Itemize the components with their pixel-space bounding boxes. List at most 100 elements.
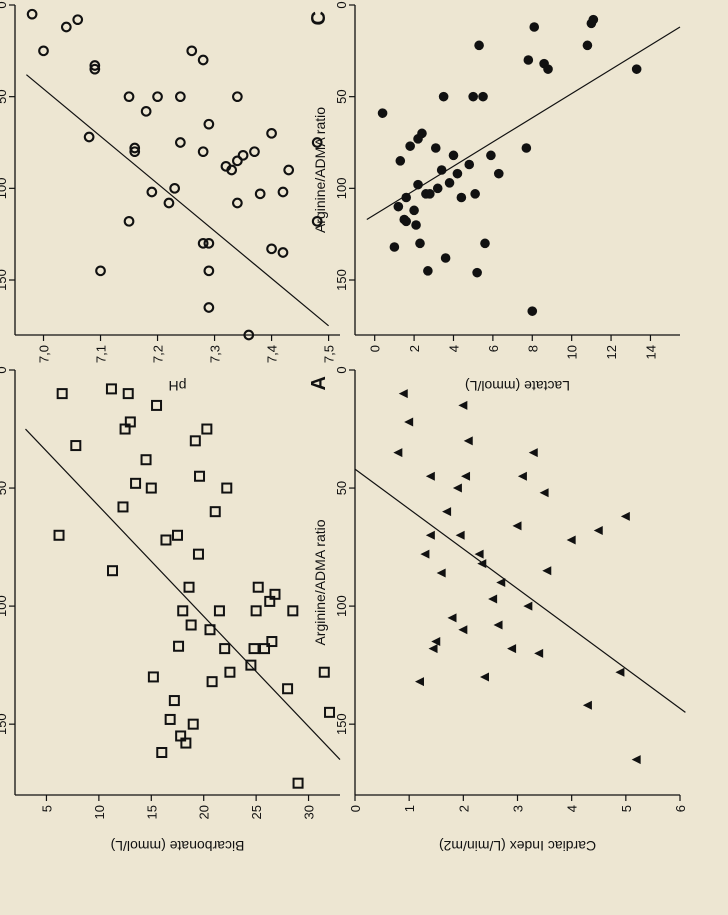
regression-line — [354, 468, 686, 713]
data-point — [169, 182, 180, 194]
data-point — [456, 192, 467, 203]
data-point — [324, 706, 336, 718]
x-tick-label: 15 — [144, 805, 159, 819]
x-axis-label: Bicarbonate (mmol/L) — [111, 838, 245, 854]
x-tick-label: 5 — [39, 805, 54, 812]
data-point — [292, 777, 304, 789]
data-point — [458, 400, 468, 410]
data-point — [180, 737, 192, 749]
data-point — [318, 666, 330, 678]
data-point — [517, 471, 527, 481]
data-point — [461, 471, 471, 481]
data-point — [252, 581, 264, 593]
data-point — [425, 189, 435, 199]
data-point — [203, 265, 215, 277]
data-point — [615, 667, 625, 677]
data-point — [523, 601, 533, 611]
x-tick-label: 7,4 — [265, 345, 280, 363]
data-point — [472, 267, 482, 278]
data-point — [201, 423, 213, 435]
data-point — [428, 644, 438, 654]
data-point — [283, 164, 295, 176]
data-point — [129, 142, 141, 154]
data-point — [311, 137, 323, 148]
data-point — [430, 143, 441, 153]
data-point — [250, 605, 262, 617]
data-point — [631, 64, 642, 74]
data-point — [480, 238, 490, 249]
x-tick-label: 3 — [511, 805, 526, 812]
data-point — [496, 578, 506, 587]
data-point — [401, 192, 412, 203]
data-point — [203, 237, 215, 249]
data-point — [146, 186, 158, 198]
data-point — [523, 55, 534, 65]
y-tick-label: 100 — [0, 177, 9, 199]
data-point — [185, 619, 197, 631]
data-point — [470, 189, 480, 199]
data-point — [582, 40, 593, 51]
data-point — [539, 488, 549, 498]
data-point — [620, 511, 630, 521]
y-tick-label: 0 — [0, 366, 9, 373]
regression-line — [26, 74, 329, 327]
data-point — [219, 643, 231, 655]
y-tick-label: 150 — [334, 713, 349, 735]
data-point — [203, 118, 215, 130]
data-point — [224, 666, 236, 678]
data-point — [463, 436, 473, 446]
x-tick-label: 4 — [565, 805, 580, 812]
x-tick-label: 7,0 — [37, 345, 52, 363]
data-point — [311, 215, 323, 227]
x-tick-label: 2 — [407, 345, 422, 352]
x-tick-label: 2 — [456, 805, 471, 812]
y-tick-label: 50 — [334, 481, 349, 495]
regression-line — [366, 26, 681, 221]
data-point — [521, 143, 532, 153]
data-point — [164, 713, 176, 725]
y-tick-label: 50 — [0, 481, 9, 495]
data-point — [436, 165, 447, 175]
data-point — [203, 302, 215, 313]
data-point — [542, 566, 552, 576]
x-tick-label: 1 — [402, 805, 417, 812]
data-point — [194, 470, 206, 482]
data-point — [474, 40, 484, 51]
data-point — [187, 718, 199, 730]
data-point — [528, 448, 538, 458]
data-point — [151, 399, 163, 411]
x-tick-label: 6 — [486, 345, 501, 352]
data-point — [160, 534, 172, 546]
x-tick-label: 20 — [197, 805, 212, 819]
data-point — [404, 417, 414, 427]
data-point — [438, 91, 449, 102]
data-point — [140, 105, 152, 117]
data-point — [221, 482, 233, 494]
data-point — [197, 237, 209, 249]
data-point — [89, 63, 101, 75]
x-tick-label: 7,3 — [208, 345, 223, 363]
data-point — [452, 168, 463, 179]
data-point — [156, 747, 168, 758]
data-point — [448, 150, 459, 161]
x-tick-label: 5 — [619, 805, 634, 812]
data-point — [269, 588, 281, 600]
data-point — [129, 146, 141, 158]
data-point — [105, 383, 117, 395]
data-point — [431, 637, 441, 647]
x-tick-label: 10 — [565, 345, 580, 359]
data-point — [266, 127, 277, 139]
data-point — [145, 482, 157, 494]
y-axis-label: Arginine/ADMA ratio — [312, 519, 328, 645]
regression-line — [25, 428, 341, 760]
data-point — [377, 108, 388, 118]
data-point — [277, 186, 289, 198]
data-point — [254, 188, 266, 200]
data-point — [534, 648, 544, 658]
x-axis-label: pH — [169, 378, 187, 394]
data-point — [226, 164, 238, 176]
data-point — [95, 265, 106, 277]
